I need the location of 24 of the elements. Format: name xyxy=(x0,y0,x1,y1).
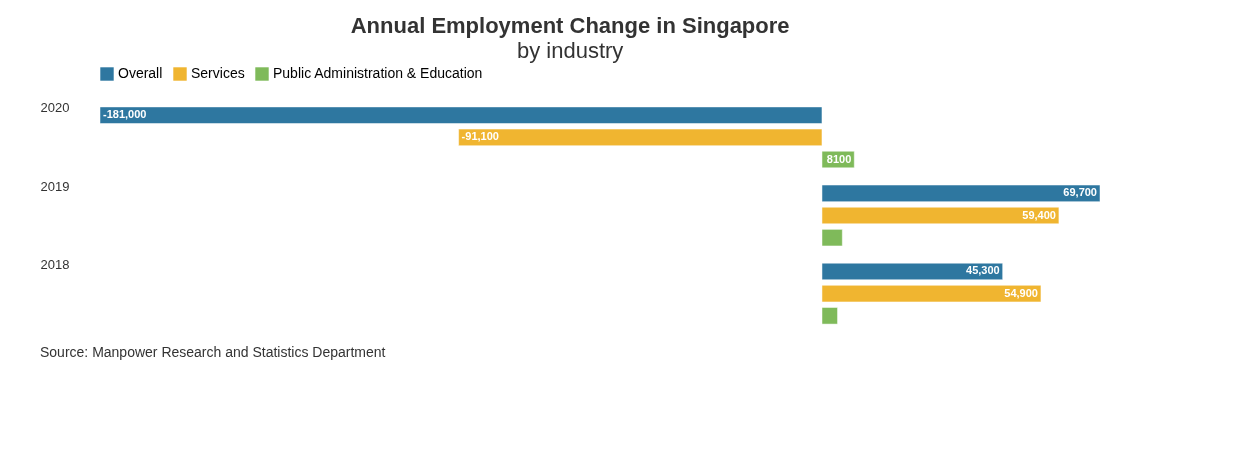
data-label: 8100 xyxy=(826,152,852,165)
legend-label: Overall xyxy=(118,65,163,81)
bar xyxy=(821,206,1060,225)
legend-label: Services xyxy=(191,65,245,81)
chart-subtitle: by industry xyxy=(516,38,624,63)
data-label: 45,300 xyxy=(966,264,1000,277)
bar xyxy=(458,128,823,146)
bar xyxy=(99,106,823,124)
data-label: 69,700 xyxy=(1063,186,1097,199)
legend-label: Public Administration & Education xyxy=(273,65,483,81)
chart-title: Annual Employment Change in Singapore xyxy=(350,13,790,38)
y-tick-label: 2019 xyxy=(40,178,70,194)
data-label: -181,000 xyxy=(103,108,147,121)
y-tick-label: 2020 xyxy=(40,100,70,116)
source-note: Source: Manpower Research and Statistics Department xyxy=(40,344,386,360)
data-label: -91,100 xyxy=(461,130,499,143)
bar xyxy=(821,184,1101,202)
data-label: 59,400 xyxy=(1022,208,1056,221)
bar xyxy=(821,285,1042,303)
data-label: 54,900 xyxy=(1004,286,1038,299)
y-tick-label: 2018 xyxy=(40,256,70,272)
bar xyxy=(821,307,838,325)
bar xyxy=(821,229,843,247)
bar xyxy=(821,262,1003,281)
